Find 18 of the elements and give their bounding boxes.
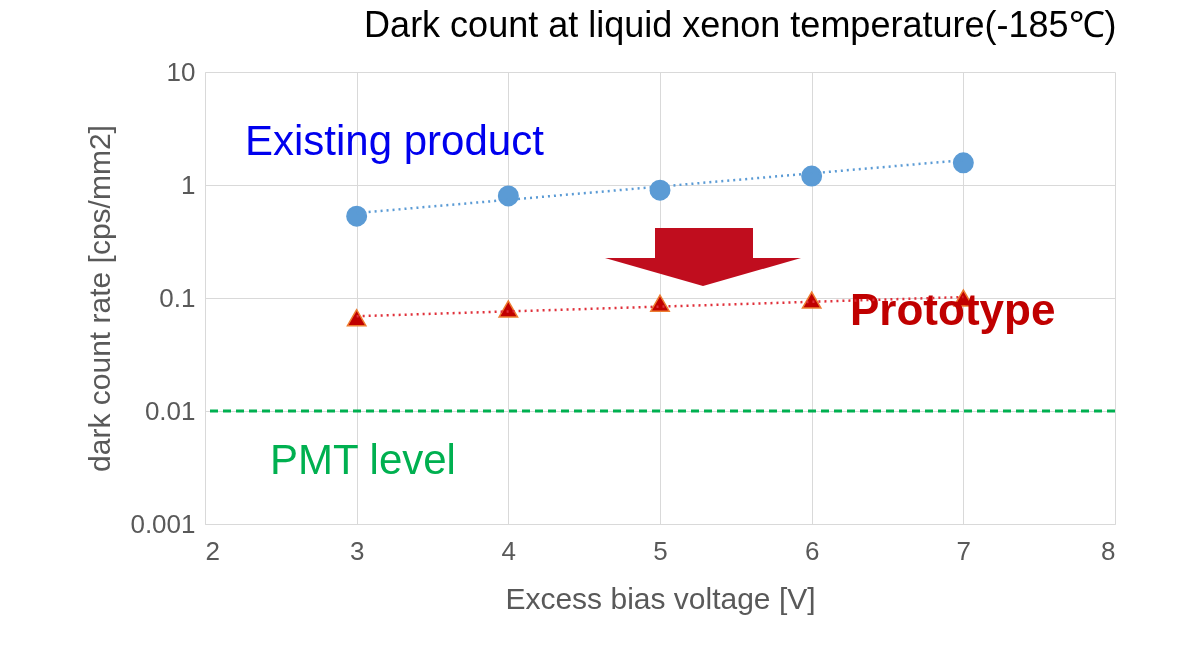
y-tick-label: 0.1 xyxy=(159,282,196,313)
x-axis-title: Excess bias voltage [V] xyxy=(505,581,816,615)
y-tick-label: 0.001 xyxy=(130,508,196,539)
chart-title: Dark count at liquid xenon temperature(-185℃) xyxy=(364,4,1117,45)
y-tick-label: 0.01 xyxy=(144,395,196,426)
x-tick-label: 6 xyxy=(804,535,820,566)
x-tick-label: 8 xyxy=(1101,535,1116,566)
y-tick-label: 1 xyxy=(181,169,196,200)
y-axis-title: dark count rate [cps/mm2] xyxy=(83,125,117,472)
x-tick-label: 4 xyxy=(501,535,517,566)
series-label: Existing product xyxy=(245,117,545,164)
x-tick-label: 3 xyxy=(349,535,365,566)
y-tick-label: 10 xyxy=(166,56,196,87)
series-label: Prototype xyxy=(850,285,1056,334)
x-tick-label: 5 xyxy=(653,535,668,566)
x-tick-label: 2 xyxy=(205,535,220,566)
ref-line-label: PMT level xyxy=(270,436,456,483)
x-tick-label: 7 xyxy=(956,535,972,566)
